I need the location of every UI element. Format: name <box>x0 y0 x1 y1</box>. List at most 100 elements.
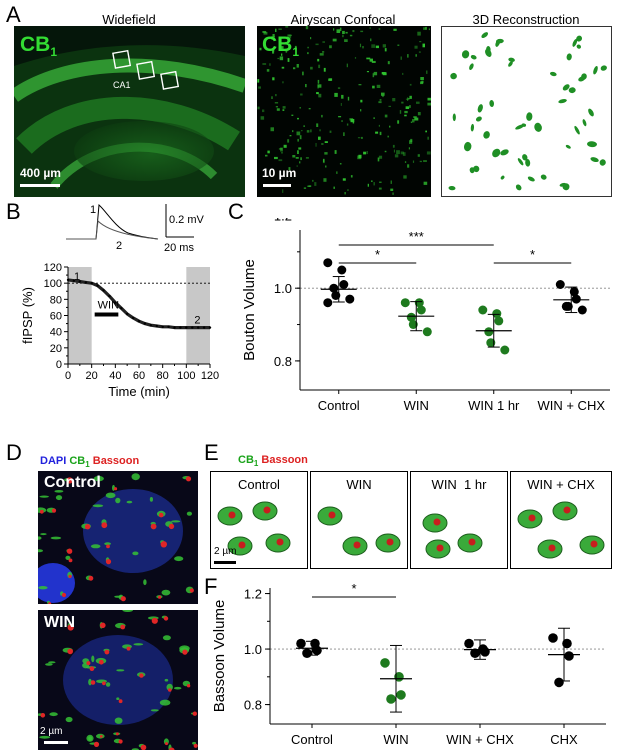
airyscan-puncta <box>423 181 428 185</box>
fipsp-point <box>137 320 141 323</box>
airyscan-puncta <box>257 79 260 83</box>
cb1-puncta <box>131 473 140 481</box>
cb1-puncta <box>105 492 116 499</box>
airyscan-puncta <box>260 116 265 120</box>
cb1-puncta <box>39 735 51 739</box>
reconstructed-bouton <box>492 148 501 158</box>
data-point <box>562 638 572 649</box>
airyscan-puncta <box>306 130 310 133</box>
bassoon-puncta <box>86 661 91 666</box>
airyscan-puncta <box>404 110 408 114</box>
airyscan-puncta <box>378 155 383 159</box>
airyscan-puncta <box>300 157 302 161</box>
airyscan-puncta <box>282 81 284 84</box>
data-point <box>386 694 396 704</box>
airyscan-puncta <box>284 41 288 44</box>
bassoon-puncta <box>51 508 57 513</box>
airyscan-puncta <box>322 51 325 53</box>
d-win-label: WIN <box>44 614 76 631</box>
airyscan-puncta <box>316 123 319 127</box>
bassoon-puncta <box>93 741 100 747</box>
bassoon-3d <box>590 540 598 548</box>
airyscan-puncta <box>321 143 324 145</box>
data-point <box>500 345 510 355</box>
y-tick-label: 20 <box>50 343 62 355</box>
airyscan-puncta <box>291 114 294 116</box>
significance-label: * <box>530 247 535 262</box>
y-tick-label: 80 <box>50 294 62 306</box>
airyscan-puncta <box>367 183 369 187</box>
airyscan-puncta <box>275 28 277 32</box>
d-control-label: Control <box>44 474 101 491</box>
airyscan-puncta <box>299 107 301 109</box>
airyscan-puncta <box>295 157 299 159</box>
airyscan-puncta <box>262 31 267 33</box>
reconstructed-bouton <box>534 122 542 132</box>
y-axis-label: fIPSP (%) <box>20 287 35 344</box>
bassoon-puncta <box>151 617 158 624</box>
cb1-puncta <box>114 717 123 724</box>
airyscan-puncta <box>381 92 385 96</box>
data-point <box>492 309 502 319</box>
airyscan-puncta <box>285 26 289 28</box>
airyscan-puncta <box>298 147 302 150</box>
airyscan-puncta <box>336 29 341 33</box>
reconstructed-bouton <box>508 61 513 67</box>
d-control-image <box>38 471 198 604</box>
cb1-puncta <box>162 635 171 641</box>
cb1-puncta <box>131 748 139 750</box>
airyscan-puncta <box>294 45 297 50</box>
airyscan-puncta <box>272 77 275 81</box>
reconstructed-bouton <box>448 185 456 191</box>
airyscan-puncta <box>284 48 288 52</box>
airyscan-puncta <box>357 137 361 139</box>
airyscan-puncta <box>302 71 304 76</box>
airyscan-puncta <box>402 72 404 75</box>
widefield-scalebar-label: 400 µm <box>20 166 61 180</box>
x-tick-label: 60 <box>133 370 145 382</box>
reconstructed-bouton <box>473 165 480 173</box>
airyscan-puncta <box>375 45 379 49</box>
bassoon-puncta <box>140 744 147 750</box>
x-tick-label: 40 <box>109 370 121 382</box>
airyscan-puncta <box>281 66 285 69</box>
airyscan-puncta <box>308 108 311 110</box>
reconstructed-bouton <box>527 176 535 182</box>
bassoon-puncta <box>48 602 52 604</box>
reconstructed-bouton <box>562 84 570 91</box>
cb1-puncta <box>49 712 58 717</box>
data-point <box>494 316 504 326</box>
cb1-puncta <box>171 520 181 523</box>
airyscan-puncta <box>378 101 382 104</box>
x-tick-label: WIN 1 hr <box>468 398 520 413</box>
bassoon-puncta <box>84 524 91 530</box>
shaded-period-1 <box>68 267 92 364</box>
reconstructed-bouton <box>599 159 606 166</box>
airyscan-puncta <box>370 38 372 42</box>
airyscan-puncta <box>307 185 311 187</box>
airyscan-puncta <box>271 37 273 40</box>
airyscan-puncta <box>317 79 320 84</box>
bassoon-puncta <box>39 509 44 514</box>
reconstruction-image <box>441 26 612 197</box>
bassoon-3d <box>228 511 236 519</box>
airyscan-puncta <box>342 178 346 181</box>
fipsp-point <box>173 326 176 329</box>
drug-label: WIN <box>98 300 119 312</box>
fipsp-point <box>167 325 170 328</box>
bassoon-puncta <box>193 743 198 748</box>
fipsp-point <box>149 324 152 327</box>
cb1-puncta <box>54 490 64 493</box>
cb1-puncta <box>38 586 48 590</box>
airyscan-puncta <box>397 120 400 124</box>
panel-f-label: F <box>204 574 218 599</box>
airyscan-puncta <box>400 56 402 60</box>
airyscan-puncta <box>373 71 378 76</box>
reconstruction-title: 3D Reconstruction <box>472 12 580 27</box>
airyscan-puncta <box>363 151 367 155</box>
airyscan-puncta <box>426 151 431 155</box>
cb1-puncta <box>186 511 192 516</box>
airyscan-puncta <box>342 34 344 38</box>
airyscan-puncta <box>378 124 380 127</box>
panel-a-label: A <box>6 2 21 27</box>
